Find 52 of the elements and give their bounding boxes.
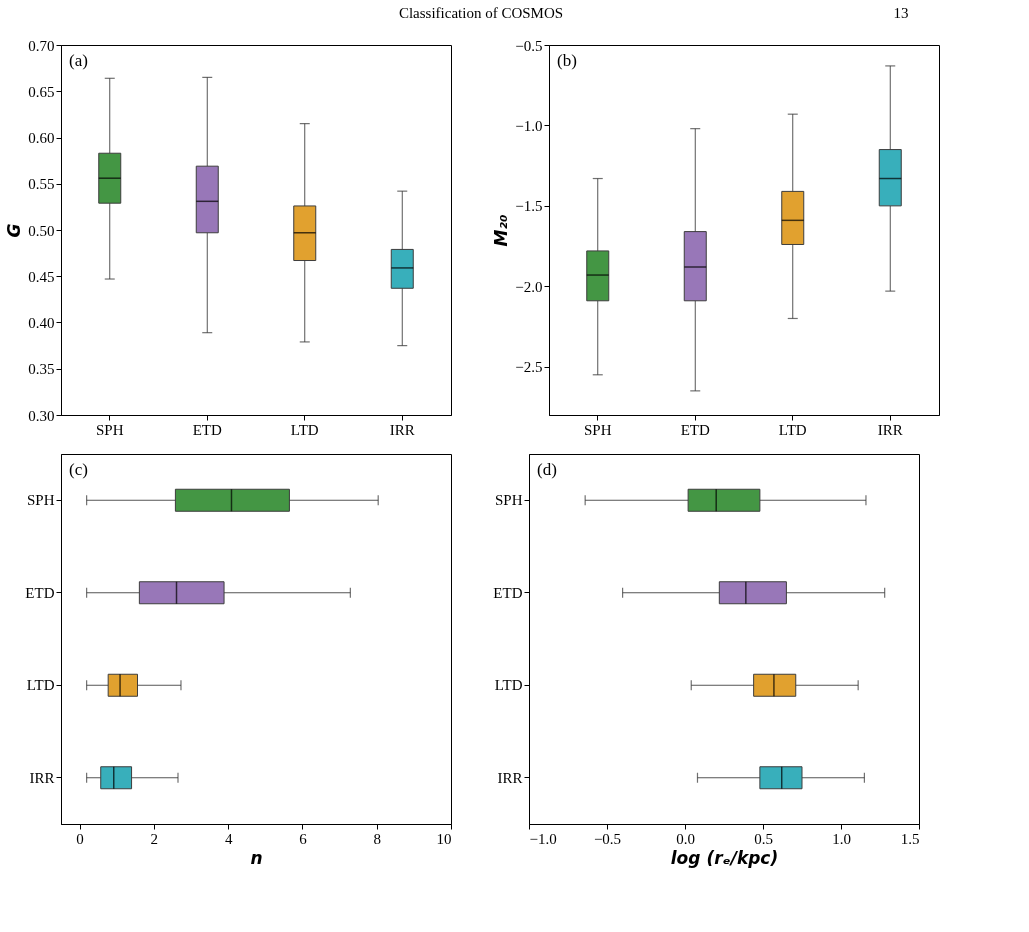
x-tick-label: ETD bbox=[192, 421, 222, 438]
y-tick-label: 0.60 bbox=[28, 130, 55, 146]
x-axis-title: n bbox=[250, 847, 263, 868]
x-tick-label: SPH bbox=[95, 421, 124, 438]
x-tick-label: LTD bbox=[290, 421, 319, 438]
y-tick-label: −2.5 bbox=[515, 359, 543, 376]
y-tick-label: −1.0 bbox=[515, 117, 543, 134]
x-tick-label: 0.0 bbox=[676, 830, 695, 847]
x-tick-label: −1.0 bbox=[529, 830, 557, 847]
y-tick-label: IRR bbox=[497, 769, 523, 786]
y-tick-label: −0.5 bbox=[515, 37, 543, 54]
x-tick-label: LTD bbox=[778, 421, 807, 438]
y-axis-title: M₂₀ bbox=[491, 214, 512, 247]
x-tick-label: 8 bbox=[373, 830, 381, 847]
y-tick-label: 0.55 bbox=[28, 176, 55, 193]
x-tick-label: SPH bbox=[583, 421, 612, 438]
y-tick-label: ETD bbox=[25, 584, 55, 601]
x-tick-label: 1.0 bbox=[832, 830, 851, 847]
y-tick-label: 0.35 bbox=[28, 361, 55, 378]
x-tick-label: 1.5 bbox=[900, 830, 920, 847]
y-tick-label: SPH bbox=[26, 492, 55, 509]
x-tick-label: 4 bbox=[224, 830, 233, 847]
y-tick-label: LTD bbox=[494, 677, 523, 694]
x-axis-title: log (rₑ/kpc) bbox=[670, 847, 779, 868]
x-tick-label: IRR bbox=[389, 421, 415, 438]
x-tick-label: −0.5 bbox=[593, 830, 622, 847]
x-tick-label: 0.5 bbox=[754, 830, 773, 847]
x-tick-label: 10 bbox=[436, 830, 452, 847]
x-tick-label: ETD bbox=[680, 421, 710, 438]
y-tick-label: −1.5 bbox=[515, 198, 543, 215]
text: 13 bbox=[893, 5, 909, 21]
chart-title: Classification of COSMOS bbox=[398, 5, 564, 21]
y-tick-label: 0.65 bbox=[28, 83, 55, 100]
annotation: (d) bbox=[537, 460, 557, 479]
y-tick-label: 0.45 bbox=[28, 268, 55, 285]
y-axis-title: G bbox=[4, 223, 25, 238]
x-tick-label: IRR bbox=[877, 421, 903, 438]
y-tick-label: 0.30 bbox=[28, 407, 55, 424]
annotation: (b) bbox=[557, 51, 577, 70]
x-tick-label: 6 bbox=[299, 830, 308, 847]
y-tick-label: −2.0 bbox=[515, 278, 543, 295]
y-tick-label: 0.40 bbox=[28, 315, 55, 331]
y-tick-label: SPH bbox=[494, 492, 523, 509]
y-tick-label: 0.70 bbox=[28, 37, 55, 54]
x-tick-label: 2 bbox=[150, 830, 159, 847]
y-tick-label: ETD bbox=[493, 584, 523, 601]
annotation: (c) bbox=[69, 460, 88, 479]
y-tick-label: IRR bbox=[29, 769, 55, 786]
annotation: (a) bbox=[69, 51, 88, 70]
y-tick-label: 0.50 bbox=[28, 222, 55, 239]
y-tick-label: LTD bbox=[26, 677, 55, 694]
x-tick-label: 0 bbox=[76, 830, 84, 847]
